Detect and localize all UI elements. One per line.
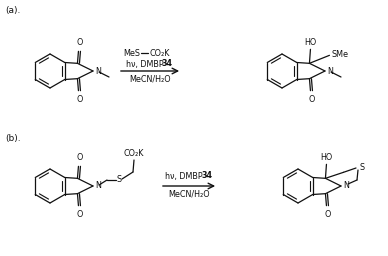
Text: N: N — [327, 67, 333, 76]
Text: (a).: (a). — [5, 6, 21, 15]
Text: HO: HO — [304, 38, 317, 47]
Text: MeS: MeS — [123, 48, 140, 58]
Text: HO: HO — [320, 153, 333, 162]
Text: 34: 34 — [201, 172, 212, 180]
Text: MeCN/H₂O: MeCN/H₂O — [168, 189, 210, 198]
Text: N: N — [343, 182, 349, 190]
Text: (b).: (b). — [5, 134, 21, 143]
Text: 34: 34 — [162, 59, 173, 69]
Text: N: N — [95, 182, 101, 190]
Text: CO₂K: CO₂K — [124, 149, 144, 158]
Text: O: O — [308, 95, 315, 104]
Text: O: O — [76, 38, 83, 47]
Text: SMe: SMe — [331, 50, 348, 59]
Text: hν, DMBP: hν, DMBP — [126, 59, 166, 69]
Text: O: O — [324, 210, 331, 219]
Text: S: S — [359, 164, 364, 173]
Text: MeCN/H₂O: MeCN/H₂O — [129, 74, 171, 83]
Text: hν, DMBP: hν, DMBP — [165, 172, 205, 180]
Text: O: O — [76, 153, 83, 162]
Text: O: O — [76, 95, 83, 104]
Text: S: S — [116, 176, 121, 185]
Text: CO₂K: CO₂K — [149, 48, 170, 58]
Text: N: N — [95, 67, 101, 76]
Text: O: O — [76, 210, 83, 219]
